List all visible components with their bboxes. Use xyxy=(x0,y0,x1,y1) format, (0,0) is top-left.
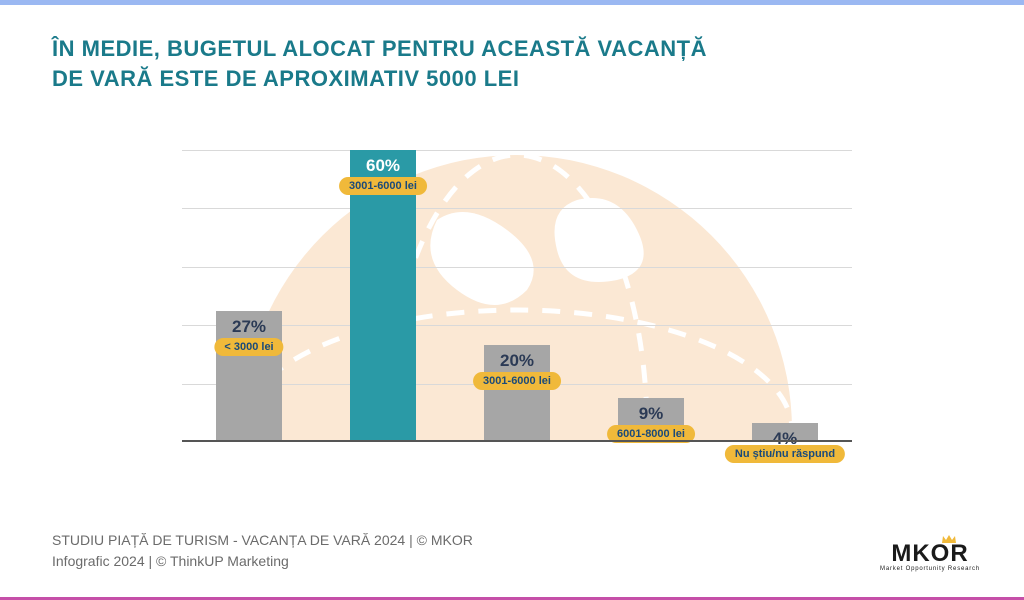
bar: 9%6001-8000 lei xyxy=(618,398,684,442)
title-line2: DE VARĂ ESTE DE APROXIMATIV 5000 LEI xyxy=(52,64,972,94)
percent-label: 60% xyxy=(366,156,400,176)
bar: 20%3001-6000 lei xyxy=(484,345,550,442)
bar: 27%< 3000 lei xyxy=(216,311,282,442)
footer-credits: STUDIU PIAȚĂ DE TURISM - VACANȚA DE VARĂ… xyxy=(52,530,473,572)
bar-group: 60%3001-6000 lei xyxy=(350,150,416,442)
bar-group: 20%3001-6000 lei xyxy=(484,345,550,442)
budget-chart: 27%< 3000 lei60%3001-6000 lei20%3001-600… xyxy=(182,150,852,460)
category-pill: 3001-6000 lei xyxy=(339,177,427,195)
category-pill: < 3000 lei xyxy=(214,338,283,356)
title-line1: ÎN MEDIE, BUGETUL ALOCAT PENTRU ACEASTĂ … xyxy=(52,34,972,64)
percent-label: 20% xyxy=(500,351,534,371)
bars-container: 27%< 3000 lei60%3001-6000 lei20%3001-600… xyxy=(182,150,852,442)
page-title: ÎN MEDIE, BUGETUL ALOCAT PENTRU ACEASTĂ … xyxy=(52,34,972,93)
mkor-logo: MKOR Market Opportunity Research xyxy=(880,540,980,572)
logo-text: MKOR xyxy=(891,540,968,568)
category-pill: 3001-6000 lei xyxy=(473,372,561,390)
bar: 60%3001-6000 lei xyxy=(350,150,416,442)
bar-group: 9%6001-8000 lei xyxy=(618,398,684,442)
footer-line1: STUDIU PIAȚĂ DE TURISM - VACANȚA DE VARĂ… xyxy=(52,530,473,551)
footer-line2: Infografic 2024 | © ThinkUP Marketing xyxy=(52,551,473,572)
percent-label: 27% xyxy=(232,317,266,337)
percent-label: 9% xyxy=(639,404,664,424)
x-axis xyxy=(182,440,852,442)
bar-group: 27%< 3000 lei xyxy=(216,311,282,442)
category-pill: Nu știu/nu răspund xyxy=(725,445,845,463)
crown-icon xyxy=(941,534,957,544)
top-border xyxy=(0,0,1024,5)
